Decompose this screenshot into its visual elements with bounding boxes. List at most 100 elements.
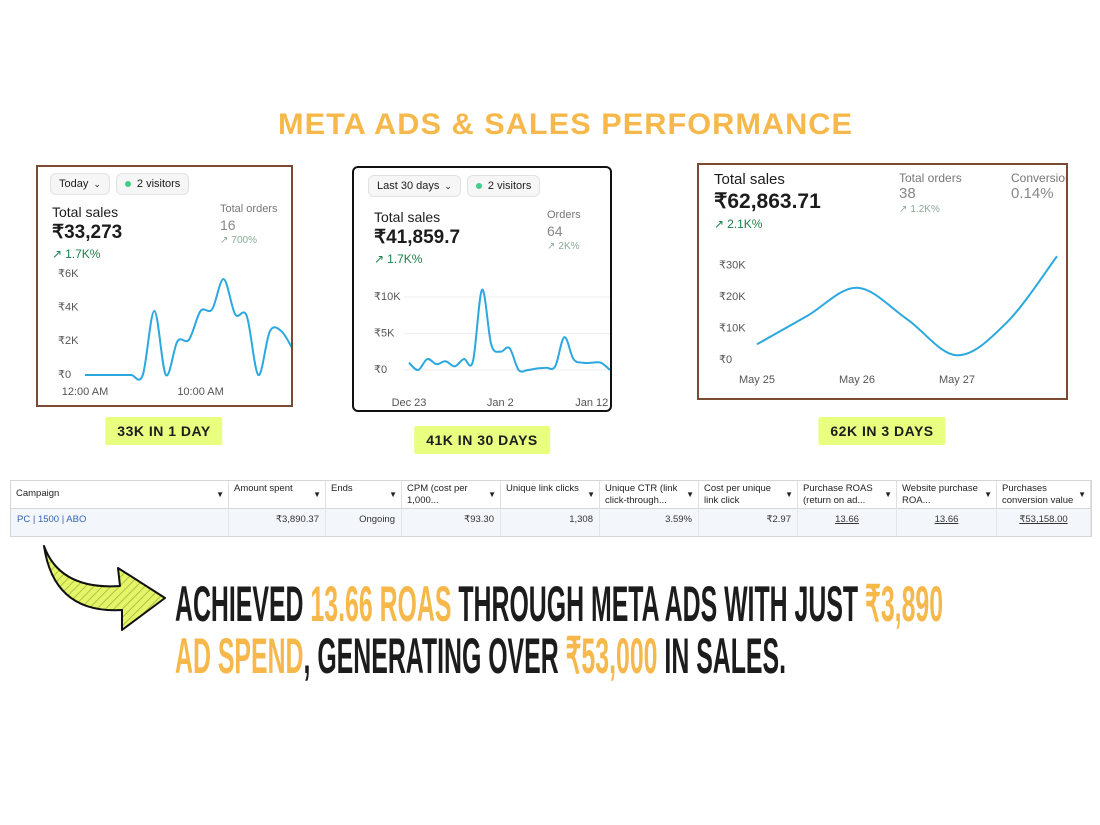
column-header[interactable]: Unique link clicks ▼: [501, 481, 600, 509]
table-cell: 13.66: [798, 509, 897, 536]
metric-label: Total orders: [220, 203, 278, 215]
visitors-label: 2 visitors: [136, 178, 181, 190]
sort-dropdown-icon: ▼: [216, 490, 224, 499]
metric-value: ₹33,273: [52, 222, 123, 243]
table-cell: 1,308: [501, 509, 600, 536]
date-filter[interactable]: Today ⌄: [50, 173, 110, 195]
summary-text-part: , GENERATING OVER: [303, 628, 566, 684]
line-chart: ₹0 ₹10K ₹20K ₹30K May 25 May 26 May 27: [719, 255, 1058, 386]
column-header-label: Campaign: [16, 488, 60, 499]
cell-value: 3.59%: [665, 514, 692, 525]
metric: Total orders 38 ↗ 1.2K%: [899, 171, 962, 216]
sales-line: [84, 278, 291, 381]
column-header-label: Unique link clicks: [506, 483, 579, 494]
trend-icon: ↗: [220, 235, 229, 246]
table-cell: 3.59%: [600, 509, 699, 536]
metric-change-value: 1.2K%: [910, 204, 940, 215]
visitors-badge: 2 visitors: [115, 173, 190, 195]
column-header[interactable]: Ends ▼: [326, 481, 402, 509]
cell-value: PC | 1500 | ABO: [17, 514, 87, 525]
table-cell: ₹2.97: [699, 509, 798, 536]
y-tick-label: ₹10K: [374, 291, 401, 303]
metric-value: 38: [899, 185, 916, 202]
dropdown-icon: ⌄: [444, 181, 452, 191]
metric-label: Conversion: [1011, 171, 1068, 185]
highlight-text: AD SPEND: [175, 628, 304, 684]
metric-label: Orders: [547, 209, 581, 221]
metric-value: ₹41,859.7: [374, 227, 461, 248]
arrow-icon: [43, 545, 166, 631]
table-cell[interactable]: PC | 1500 | ABO: [11, 509, 229, 536]
cell-value: ₹53,158.00: [1019, 514, 1068, 525]
column-header[interactable]: Website purchase ROA... ▼: [897, 481, 997, 509]
y-tick-label: ₹30K: [719, 260, 746, 272]
y-tick-label: ₹2K: [58, 335, 79, 347]
sort-dropdown-icon: ▼: [488, 490, 496, 499]
y-tick-label: ₹20K: [719, 291, 746, 303]
date-filter[interactable]: Last 30 days ⌄: [368, 175, 461, 197]
metric: Total sales ₹33,273 ↗ 1.7K%: [52, 203, 122, 263]
highlight-text: 13.66 ROAS: [310, 576, 452, 632]
column-header[interactable]: Unique CTR (link click-through... ▼: [600, 481, 699, 509]
column-header[interactable]: Campaign ▼: [11, 481, 229, 509]
visitors-label: 2 visitors: [487, 180, 532, 192]
cell-value: ₹3,890.37: [275, 514, 319, 525]
metric-label: Total sales: [52, 204, 119, 220]
metric: Total sales ₹41,859.7 ↗ 1.7K%: [374, 208, 460, 268]
sales-line: [408, 288, 610, 373]
column-header[interactable]: Purchase ROAS (return on ad... ▼: [798, 481, 897, 509]
x-tick-label: 10:00 AM: [177, 386, 223, 398]
highlight-text: ₹3,890: [865, 576, 944, 632]
column-header[interactable]: Cost per unique link click ▼: [699, 481, 798, 509]
y-tick-label: ₹5K: [374, 327, 395, 339]
metric-change: ↗ 1.7K%: [374, 250, 460, 268]
panel-caption: 41K IN 30 DAYS: [414, 426, 550, 454]
column-header-label: CPM (cost per 1,000...: [407, 483, 468, 506]
column-header-label: Purchase ROAS (return on ad...: [803, 483, 873, 506]
metric-value: 16: [220, 217, 236, 233]
metric-change-value: 2K%: [558, 241, 580, 252]
panel-caption: 33K IN 1 DAY: [105, 417, 223, 445]
date-filter-label: Today: [59, 178, 89, 190]
metric: Orders 64 ↗ 2K%: [547, 208, 581, 253]
sort-dropdown-icon: ▼: [984, 490, 992, 499]
column-header[interactable]: Purchases conversion value ▼: [997, 481, 1091, 509]
sales-panel: Last 30 days ⌄ 2 visitors Total sales ₹41,85…: [352, 166, 612, 412]
metric-value: 0.14%: [1011, 185, 1054, 202]
sales-line: [756, 255, 1058, 357]
sort-dropdown-icon: ▼: [389, 490, 397, 499]
summary-text-part: THROUGH META ADS WITH JUST: [451, 576, 866, 632]
y-tick-label: ₹4K: [58, 302, 79, 314]
trend-icon: ↗: [899, 204, 908, 215]
column-header[interactable]: Amount spent ▼: [229, 481, 326, 509]
cell-value: ₹2.97: [766, 514, 791, 525]
column-header-label: Ends: [331, 483, 353, 494]
sort-dropdown-icon: ▼: [884, 490, 892, 499]
cell-value: 1,308: [569, 514, 593, 525]
trend-icon: ↗: [52, 247, 63, 261]
filter-bar: Today ⌄ 2 visitors: [50, 173, 190, 195]
metric-change-value: 1.7K%: [65, 247, 101, 261]
line-chart: ₹0 ₹5K ₹10K Dec 23 Jan 2 Jan 12: [374, 288, 610, 409]
metric-change: ↗ 2.1K%: [714, 215, 821, 233]
y-tick-label: ₹10K: [719, 322, 746, 334]
y-tick-label: ₹0: [719, 354, 732, 366]
table-cell: Ongoing: [326, 509, 402, 536]
y-tick-label: ₹6K: [58, 268, 79, 280]
table-cell: ₹53,158.00: [997, 509, 1091, 536]
column-header-label: Cost per unique link click: [704, 483, 772, 506]
metric-change: ↗ 2K%: [547, 240, 581, 253]
sort-dropdown-icon: ▼: [686, 490, 694, 499]
metric-change-value: 2.1K%: [727, 217, 763, 231]
cell-value: ₹93.30: [464, 514, 494, 525]
column-header-label: Amount spent: [234, 483, 293, 494]
x-tick-label: Jan 2: [487, 397, 514, 409]
metric: Conversion 0.14%: [1011, 171, 1068, 203]
column-header[interactable]: CPM (cost per 1,000... ▼: [402, 481, 501, 509]
metric: Total sales ₹62,863.71 ↗ 2.1K%: [714, 171, 821, 233]
table-row: PC | 1500 | ABO ₹3,890.37 Ongoing ₹93.30 1,3…: [11, 509, 1091, 536]
live-dot: [475, 183, 482, 190]
metric-label: Total sales: [374, 209, 441, 225]
table-cell: ₹3,890.37: [229, 509, 326, 536]
metric-change-value: 700%: [231, 235, 257, 246]
